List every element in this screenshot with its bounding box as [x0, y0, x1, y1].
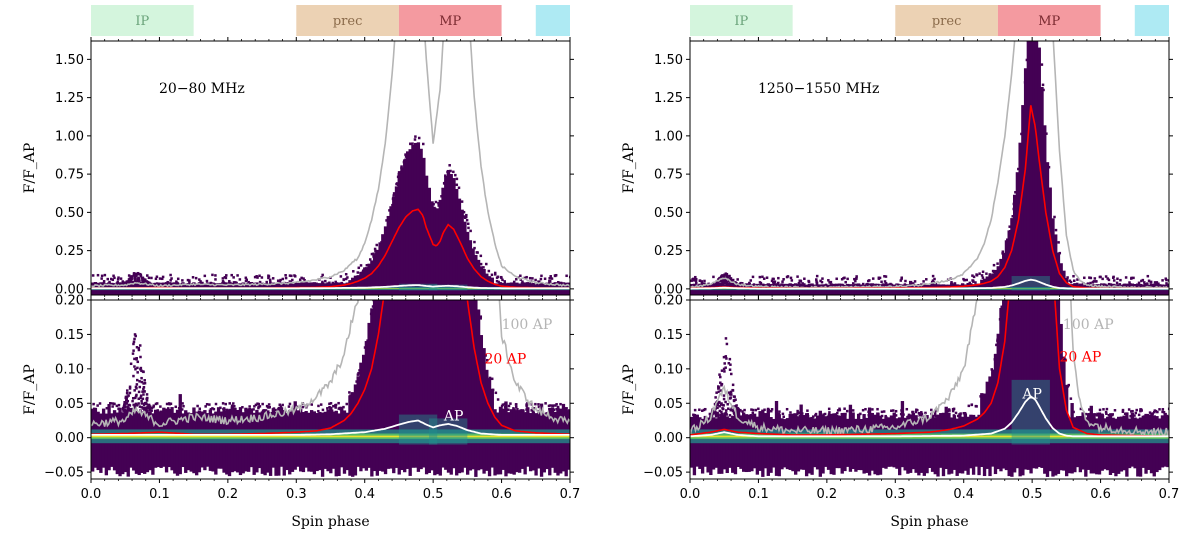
bottom-axes-frame	[90, 299, 571, 480]
bottom-density-map	[91, 300, 570, 477]
label-20ap: 20 AP	[1060, 349, 1102, 365]
xtick-label: 0.5	[1022, 487, 1043, 502]
top-ytick-label: 1.00	[654, 129, 683, 144]
bottom-curve-20ap	[91, 300, 570, 436]
bottom-ytick-label: 0.00	[55, 431, 84, 446]
xtick-label: 0.3	[286, 487, 307, 502]
top-ytick-label: 0.25	[654, 244, 683, 259]
region-label-MP: MP	[1038, 14, 1060, 29]
top-y-axis-label: F/F_AP	[621, 143, 637, 194]
xtick-label: 0.1	[748, 487, 769, 502]
top-ytick-label: 0.25	[55, 244, 84, 259]
top-ytick-label: 0.75	[654, 168, 683, 183]
bottom-curve-100ap	[690, 300, 1169, 438]
bottom-ytick-label: 0.10	[654, 362, 683, 377]
region-bar-prec	[296, 5, 399, 36]
xtick-label: 0.4	[354, 487, 375, 502]
xtick-label: 0.1	[149, 487, 170, 502]
xtick-label: 0.4	[953, 487, 974, 502]
bottom-ytick-label: 0.00	[654, 431, 683, 446]
frequency-label: 1250−1550 MHz	[758, 81, 879, 97]
frequency-label: 20−80 MHz	[159, 81, 245, 97]
xtick-label: 0.3	[885, 487, 906, 502]
top-ytick-label: 0.50	[55, 206, 84, 221]
label-100ap: 100 AP	[1063, 317, 1114, 333]
bottom-ytick-label: −0.05	[44, 466, 84, 481]
xtick-label: 0.0	[81, 487, 102, 502]
top-y-axis-label: F/F_AP	[22, 143, 38, 194]
bottom-curve-20ap	[690, 300, 1169, 438]
xtick-label: 0.7	[560, 487, 581, 502]
bottom-curve-ap	[690, 395, 1169, 438]
xtick-label: 0.2	[218, 487, 239, 502]
label-ap: AP	[443, 409, 464, 425]
bottom-axes-frame	[689, 299, 1170, 480]
region-label-MP: MP	[439, 14, 461, 29]
region-bar-MP	[997, 5, 1101, 36]
region-bar-extra	[1134, 5, 1169, 36]
bottom-y-axis-label: F/F_AP	[621, 364, 637, 415]
bottom-ytick-label: 0.20	[654, 294, 683, 309]
region-label-IP: IP	[135, 14, 149, 29]
bottom-ytick-label: 0.05	[55, 397, 84, 412]
xtick-label: 0.5	[423, 487, 444, 502]
top-ytick-label: 0.00	[654, 282, 683, 297]
region-bar-prec	[895, 5, 998, 36]
label-100ap: 100 AP	[502, 317, 553, 333]
top-panel-plot	[91, 41, 570, 295]
bottom-ytick-label: 0.15	[55, 328, 84, 343]
label-ap: AP	[1021, 387, 1042, 403]
region-bar-IP	[91, 5, 194, 36]
label-20ap: 20 AP	[484, 352, 526, 368]
xtick-label: 0.6	[491, 487, 512, 502]
region-label-prec: prec	[932, 14, 962, 29]
bottom-y-axis-label: F/F_AP	[22, 364, 38, 415]
top-panel-plot	[690, 41, 1169, 295]
top-ytick-label: 1.25	[55, 91, 84, 106]
region-label-prec: prec	[333, 14, 363, 29]
bottom-ytick-label: 0.05	[654, 397, 683, 412]
xtick-label: 0.2	[817, 487, 838, 502]
region-bar-IP	[690, 5, 793, 36]
top-curve-ap	[91, 284, 570, 290]
top-curve-100ap	[690, 41, 1169, 290]
top-curve-100ap	[91, 41, 570, 288]
top-axes-frame	[689, 40, 1170, 296]
x-axis-label: Spin phase	[291, 514, 369, 530]
top-density-map	[690, 41, 1169, 295]
chart-1: IP prec MP 0.00 0.25 0.50 0.75 1.00 1.25 1.50 F/F_…	[22, 5, 581, 530]
bottom-ytick-label: 0.10	[55, 362, 84, 377]
top-curve-20ap	[690, 105, 1169, 290]
xtick-label: 0.6	[1090, 487, 1111, 502]
bottom-ytick-label: −0.05	[643, 466, 683, 481]
top-ytick-label: 1.50	[55, 53, 84, 68]
top-ytick-label: 0.75	[55, 168, 84, 183]
bottom-ytick-label: 0.15	[654, 328, 683, 343]
top-curve-ap	[690, 278, 1169, 290]
x-axis-label: Spin phase	[890, 514, 968, 530]
bottom-curve-ap	[91, 419, 570, 436]
top-ytick-label: 1.00	[55, 129, 84, 144]
bottom-curve-100ap	[91, 300, 570, 428]
top-density-map	[91, 135, 570, 295]
region-bar-MP	[398, 5, 502, 36]
bottom-density-map	[690, 300, 1169, 477]
top-ytick-label: 1.50	[654, 53, 683, 68]
region-bar-extra	[535, 5, 570, 36]
region-label-IP: IP	[734, 14, 748, 29]
top-ytick-label: 1.25	[654, 91, 683, 106]
top-ytick-label: 0.00	[55, 282, 84, 297]
top-axes-frame	[90, 40, 571, 296]
bottom-panel-plot	[91, 300, 570, 477]
xtick-label: 0.0	[680, 487, 701, 502]
bottom-ytick-label: 0.20	[55, 294, 84, 309]
top-ytick-label: 0.50	[654, 206, 683, 221]
chart-2: IP prec MP 0.00 0.25 0.50 0.75 1.00 1.25 1.50 F/F_…	[621, 5, 1180, 530]
bottom-panel-plot	[690, 300, 1169, 477]
xtick-label: 0.7	[1159, 487, 1180, 502]
